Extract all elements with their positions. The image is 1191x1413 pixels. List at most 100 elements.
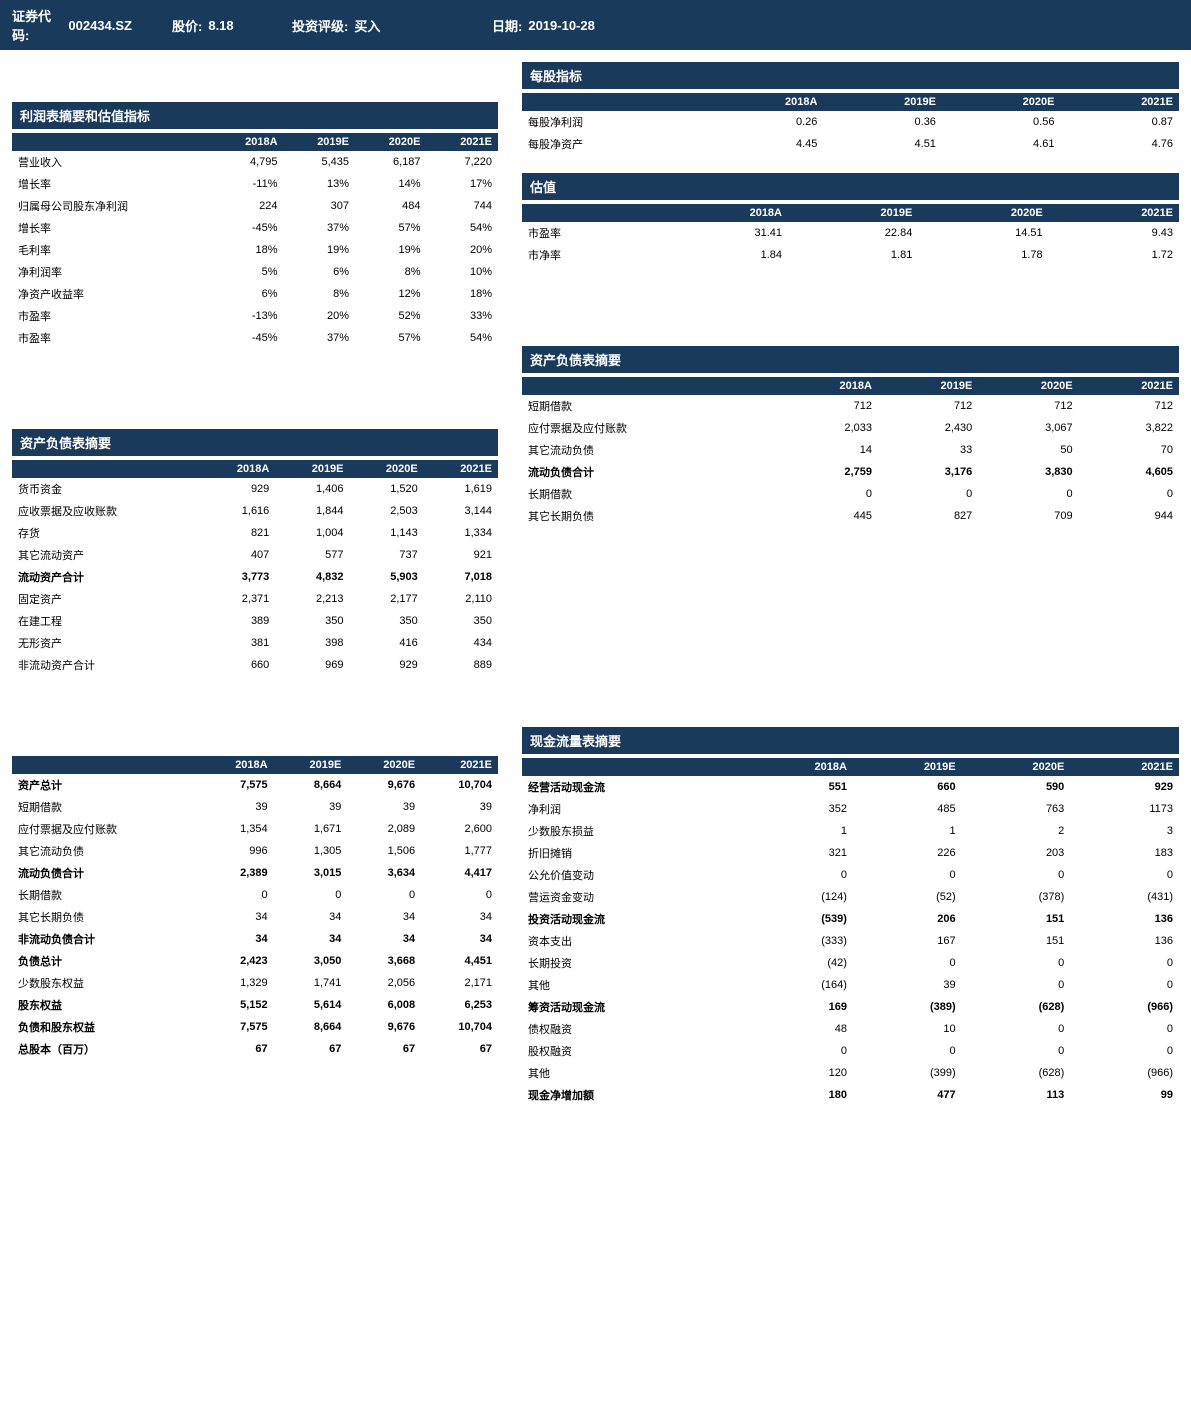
table-cell: 34: [421, 928, 498, 950]
table-cell: 660: [853, 776, 962, 798]
table-cell: 0: [199, 884, 274, 906]
table-cell: 8,664: [274, 774, 348, 796]
table-row: 其它长期负债445827709944: [522, 505, 1179, 527]
table-cell: (966): [1070, 996, 1179, 1018]
row-label: 其它长期负债: [522, 505, 776, 527]
row-label: 净利润率: [12, 261, 211, 283]
table-row: 增长率-11%13%14%17%: [12, 173, 498, 195]
table-row: 市盈率31.4122.8414.519.43: [522, 222, 1179, 244]
table-row: 其它流动负债14335070: [522, 439, 1179, 461]
table-cell: 0: [853, 864, 962, 886]
row-label-header: [522, 93, 703, 111]
table-cell: 18%: [211, 239, 283, 261]
table-cell: 22.84: [788, 222, 918, 244]
table-cell: 67: [274, 1038, 348, 1060]
table-cell: 1.72: [1049, 244, 1179, 266]
date-label: 日期:: [492, 16, 522, 35]
per-share-table: 2018A2019E2020E2021E每股净利润0.260.360.560.8…: [522, 93, 1179, 155]
row-label: 公允价值变动: [522, 864, 743, 886]
table-cell: 0: [853, 952, 962, 974]
table-cell: 1173: [1070, 798, 1179, 820]
row-label: 应付票据及应付账款: [12, 818, 199, 840]
table-cell: 7,575: [199, 1016, 274, 1038]
table-cell: 4,795: [211, 151, 283, 173]
table-cell: 3,773: [200, 566, 275, 588]
table-cell: 712: [776, 395, 878, 417]
table-cell: -13%: [211, 305, 283, 327]
row-label: 增长率: [12, 173, 211, 195]
table-cell: 224: [211, 195, 283, 217]
table-cell: 0: [1070, 1018, 1179, 1040]
table-cell: 48: [743, 1018, 853, 1040]
table-row: 长期借款0000: [522, 483, 1179, 505]
row-label: 其它流动负债: [522, 439, 776, 461]
year-header: 2020E: [978, 377, 1078, 395]
table-cell: 0: [1079, 483, 1179, 505]
year-header: 2020E: [918, 204, 1048, 222]
table-cell: 4.61: [942, 133, 1061, 155]
table-cell: 0: [347, 884, 421, 906]
table-cell: 5,903: [350, 566, 424, 588]
table-cell: 0: [1070, 952, 1179, 974]
year-header: 2019E: [853, 758, 962, 776]
table-row: 在建工程389350350350: [12, 610, 498, 632]
row-label: 净利润: [522, 798, 743, 820]
table-cell: 307: [284, 195, 355, 217]
year-header: 2021E: [421, 756, 498, 774]
table-cell: 1.81: [788, 244, 918, 266]
table-cell: 4,605: [1079, 461, 1179, 483]
table-cell: 136: [1070, 908, 1179, 930]
table-cell: 590: [962, 776, 1071, 798]
table-cell: 0: [743, 1040, 853, 1062]
table-cell: 3,050: [274, 950, 348, 972]
table-cell: 1,004: [275, 522, 349, 544]
row-label: 股东权益: [12, 994, 199, 1016]
table-cell: 34: [347, 906, 421, 928]
table-cell: 34: [274, 928, 348, 950]
table-row: 应付票据及应付账款1,3541,6712,0892,600: [12, 818, 498, 840]
table-cell: 889: [424, 654, 498, 676]
table-cell: 226: [853, 842, 962, 864]
table-cell: 34: [421, 906, 498, 928]
row-label: 资本支出: [522, 930, 743, 952]
table-cell: 737: [350, 544, 424, 566]
table-cell: 389: [200, 610, 275, 632]
row-label: 营运资金变动: [522, 886, 743, 908]
table-cell: 1,520: [350, 478, 424, 500]
table-cell: 1,305: [274, 840, 348, 862]
table-cell: 381: [200, 632, 275, 654]
table-cell: 9,676: [347, 774, 421, 796]
table-cell: 821: [200, 522, 275, 544]
table-cell: 151: [962, 908, 1071, 930]
table-cell: 1,616: [200, 500, 275, 522]
year-header: 2018A: [703, 93, 823, 111]
rating-label: 投资评级:: [292, 16, 348, 35]
year-header: 2018A: [200, 460, 275, 478]
table-cell: 0: [1070, 864, 1179, 886]
table-cell: 4.45: [703, 133, 823, 155]
table-row: 总股本（百万）67676767: [12, 1038, 498, 1060]
table-cell: 321: [743, 842, 853, 864]
table-cell: 39: [199, 796, 274, 818]
table-cell: 744: [426, 195, 498, 217]
table-cell: 1.78: [918, 244, 1048, 266]
table-cell: 944: [1079, 505, 1179, 527]
table-cell: 34: [199, 906, 274, 928]
table-cell: 151: [962, 930, 1071, 952]
table-cell: (628): [962, 996, 1071, 1018]
table-row: 债权融资481000: [522, 1018, 1179, 1040]
row-label: 存货: [12, 522, 200, 544]
row-label-header: [522, 377, 776, 395]
table-row: 少数股东损益1123: [522, 820, 1179, 842]
row-label: 投资活动现金流: [522, 908, 743, 930]
row-label: 总股本（百万）: [12, 1038, 199, 1060]
table-row: 其它长期负债34343434: [12, 906, 498, 928]
table-cell: 712: [1079, 395, 1179, 417]
per-share-title: 每股指标: [522, 62, 1179, 89]
table-cell: 52%: [355, 305, 426, 327]
table-cell: 5,152: [199, 994, 274, 1016]
table-row: 市净率1.841.811.781.72: [522, 244, 1179, 266]
table-cell: 350: [275, 610, 349, 632]
valuation-table: 2018A2019E2020E2021E市盈率31.4122.8414.519.…: [522, 204, 1179, 266]
table-row: 负债和股东权益7,5758,6649,67610,704: [12, 1016, 498, 1038]
